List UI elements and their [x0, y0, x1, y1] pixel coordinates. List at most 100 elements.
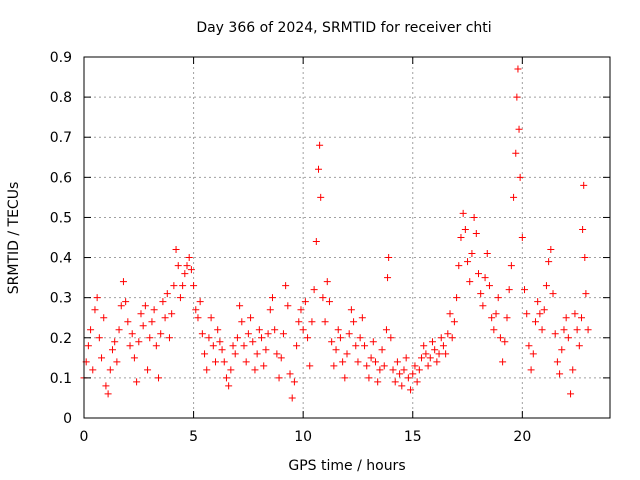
- data-point: [284, 302, 292, 310]
- data-point: [431, 346, 439, 354]
- y-tick-label: 0.5: [50, 210, 72, 226]
- data-point: [207, 314, 215, 322]
- y-tick-label: 0.9: [50, 50, 72, 66]
- data-point: [98, 354, 106, 362]
- data-point: [444, 330, 452, 338]
- data-point: [201, 350, 209, 358]
- data-point: [488, 314, 496, 322]
- data-points: [80, 65, 592, 402]
- data-point: [170, 282, 178, 290]
- data-point: [551, 330, 559, 338]
- data-point: [579, 225, 587, 233]
- data-point: [564, 334, 572, 342]
- data-point: [505, 286, 513, 294]
- data-point: [247, 314, 255, 322]
- y-tick-label: 0.7: [50, 130, 72, 146]
- data-point: [369, 338, 377, 346]
- data-point: [534, 298, 542, 306]
- data-point: [315, 165, 323, 173]
- data-point: [319, 294, 327, 302]
- data-point: [581, 254, 589, 262]
- data-point: [139, 322, 147, 330]
- data-point: [457, 234, 465, 241]
- data-point: [420, 342, 428, 350]
- data-point: [510, 193, 518, 201]
- data-point: [293, 342, 301, 350]
- data-point: [567, 390, 575, 398]
- data-point: [135, 338, 143, 346]
- data-point: [328, 338, 336, 346]
- data-point: [358, 314, 366, 322]
- data-point: [95, 334, 103, 342]
- y-tick-label: 0.3: [50, 291, 72, 307]
- data-point: [562, 314, 570, 322]
- data-point: [569, 366, 577, 374]
- data-point: [150, 306, 158, 314]
- data-point: [190, 282, 198, 290]
- data-point: [575, 342, 583, 350]
- data-point: [119, 278, 127, 286]
- data-point: [501, 338, 509, 346]
- data-point: [306, 362, 314, 370]
- data-point: [367, 354, 375, 362]
- data-point: [442, 350, 450, 358]
- x-tick-label: 10: [294, 429, 312, 445]
- data-point: [172, 246, 180, 254]
- data-point: [141, 302, 149, 310]
- data-point: [297, 306, 305, 314]
- data-point: [483, 250, 491, 258]
- data-point: [472, 229, 480, 237]
- data-point: [352, 342, 360, 350]
- data-point: [538, 326, 546, 334]
- data-point: [578, 314, 586, 322]
- grid-lines: [84, 57, 610, 418]
- data-point: [343, 350, 351, 358]
- data-point: [439, 342, 447, 350]
- data-point: [481, 274, 489, 282]
- data-point: [479, 302, 487, 310]
- data-point: [185, 254, 193, 262]
- data-point: [124, 318, 132, 326]
- data-point: [345, 330, 353, 338]
- data-point: [108, 346, 116, 354]
- data-point: [380, 362, 388, 370]
- x-axis-label: GPS time / hours: [288, 458, 405, 474]
- data-point: [409, 370, 417, 378]
- data-point: [275, 374, 283, 382]
- data-point: [225, 382, 233, 390]
- data-point: [426, 354, 434, 362]
- data-point: [571, 310, 579, 318]
- data-point: [84, 342, 92, 350]
- data-point: [161, 314, 169, 322]
- x-tick-label: 15: [404, 429, 422, 445]
- data-point: [466, 278, 474, 286]
- data-point: [446, 310, 454, 318]
- data-point: [126, 342, 134, 350]
- data-point: [212, 358, 219, 366]
- data-point: [277, 354, 285, 362]
- data-point: [325, 298, 333, 306]
- data-point: [273, 350, 281, 358]
- data-point: [560, 326, 568, 334]
- data-point: [415, 366, 423, 374]
- data-point: [382, 326, 390, 334]
- data-point: [513, 93, 521, 101]
- data-point: [580, 181, 588, 189]
- data-point: [396, 370, 404, 378]
- data-point: [179, 282, 187, 290]
- data-point: [253, 350, 261, 358]
- data-point: [176, 294, 184, 302]
- data-point: [475, 270, 482, 278]
- data-point: [518, 234, 526, 241]
- data-point: [181, 270, 189, 278]
- x-tick-label: 5: [189, 429, 198, 445]
- data-point: [310, 286, 318, 294]
- x-tick-label: 0: [80, 429, 89, 445]
- chart-title: Day 366 of 2024, SRMTID for receiver cht…: [196, 20, 491, 36]
- data-point: [159, 298, 167, 306]
- data-point: [350, 318, 358, 326]
- data-point: [122, 298, 130, 306]
- data-point: [584, 326, 592, 334]
- data-point: [100, 314, 108, 322]
- data-point: [378, 346, 386, 354]
